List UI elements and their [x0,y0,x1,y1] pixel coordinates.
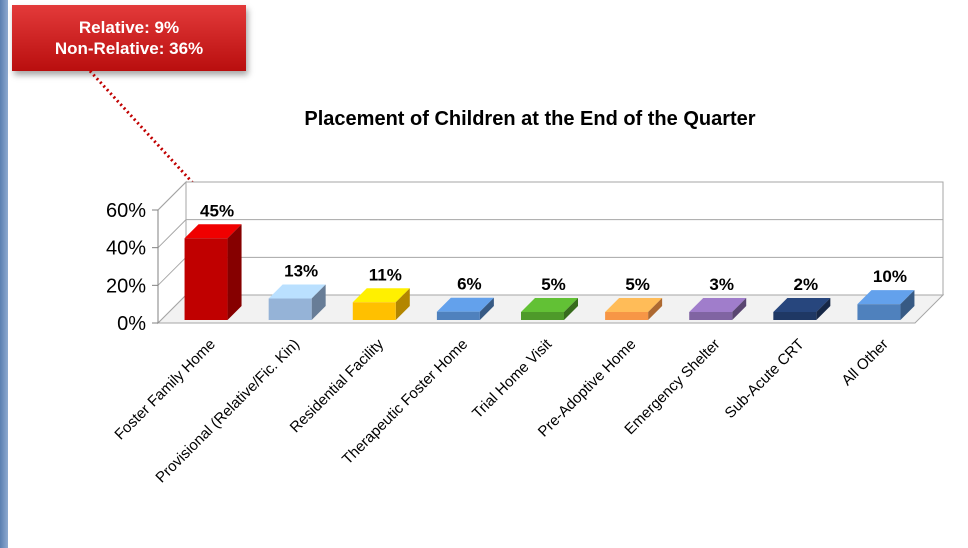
bar-front [689,312,733,320]
bar-side [648,298,663,320]
bar-top [857,290,915,305]
slide-left-accent [0,0,8,548]
data-label: 3% [709,275,734,294]
bar-7 [689,298,747,320]
data-labels: 45% 13% 11% 6% 5% 5% 3% 2% 10% [200,201,907,294]
data-label: 6% [457,275,482,294]
bar-8 [773,298,831,320]
callout-connector [88,69,207,198]
x-tick-label: Sub-Acute CRT [722,336,808,422]
bar-front [436,311,480,320]
data-label: 45% [200,201,234,220]
x-tick-label: Trial Home Visit [469,335,556,422]
gridline [157,181,943,211]
bar-5 [521,298,578,320]
bar-front [773,312,817,320]
bar-front [521,312,564,320]
bar-front [857,304,901,320]
bar-top [689,298,747,312]
y-axis: 0% 20% 40% 60% [106,200,159,335]
bar-2 [268,284,326,320]
y-tick-label: 0% [117,313,146,335]
connector-line [88,69,207,198]
data-label: 2% [794,275,819,294]
gridline [157,219,943,249]
bar-side [900,290,915,320]
bar-1 [184,224,242,320]
bar-front [268,298,312,320]
bar-3 [352,288,410,320]
bar-front [352,302,396,320]
callout-non-relative: Non-Relative: 36% [54,39,204,58]
bar-side [227,224,242,320]
bar-top [352,288,410,303]
callout-relative: Relative: 9% [78,18,180,37]
y-tick-label: 40% [106,238,146,260]
bar-side [479,297,494,320]
bar-top [605,298,663,312]
data-label: 5% [541,275,566,294]
data-label: 13% [284,262,318,281]
chart-title: Placement of Children at the End of the … [304,108,756,130]
bar-top [436,297,494,312]
bar-9 [857,290,915,320]
bar-front [605,312,649,320]
data-label: 10% [873,267,907,286]
bar-front [184,238,228,320]
bar-top [268,284,326,299]
x-tick-label: Residential Facility [287,335,388,436]
y-tick-label: 20% [106,275,146,297]
bar-top [773,298,831,312]
data-label: 11% [369,265,402,284]
bar-side [311,284,326,320]
data-label: 5% [625,275,650,294]
bar-top [521,298,578,312]
bar-side [564,298,578,320]
bar-top [184,224,242,239]
y-tick-label: 60% [106,200,146,222]
bar-side [395,288,410,320]
bar-4 [436,297,494,320]
x-tick-label: Provisional (Relative/Fic. Kin) [152,336,303,487]
bars [184,224,915,320]
callout-box: Relative: 9% Non-Relative: 36% [12,5,246,71]
bar-side [732,298,747,320]
bar-side [816,298,831,320]
x-tick-label: All Other [838,336,891,389]
bar-6 [605,298,663,320]
x-tick-label: Emergency Shelter [621,336,723,438]
